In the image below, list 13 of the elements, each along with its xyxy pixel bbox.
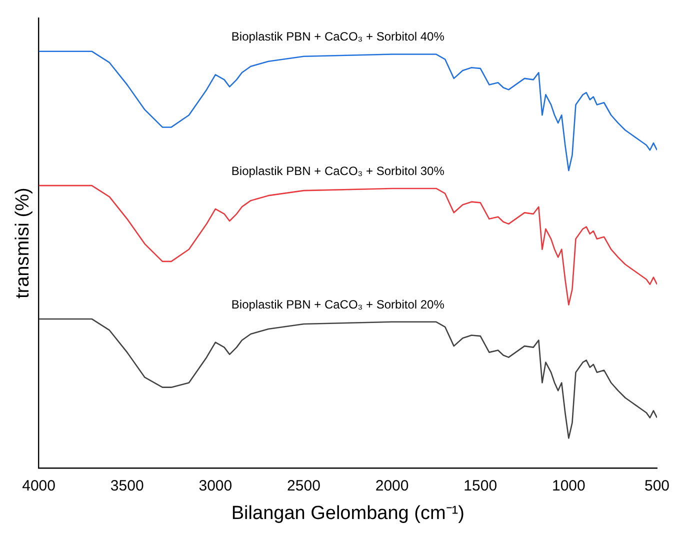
series-label: Bioplastik PBN + CaCO₃ + Sorbitol 30% — [231, 164, 445, 178]
x-tick-label: 4000 — [22, 477, 56, 494]
x-axis-title: Bilangan Gelombang (cm⁻¹) — [231, 502, 464, 524]
x-tick-label: 2000 — [375, 477, 409, 494]
series-label: Bioplastik PBN + CaCO₃ + Sorbitol 20% — [231, 297, 445, 312]
x-tick-label: 500 — [644, 477, 670, 494]
series-label: Bioplastik PBN + CaCO₃ + Sorbitol 40% — [231, 30, 445, 44]
x-tick-label: 3000 — [198, 477, 232, 494]
x-tick-label: 3500 — [110, 477, 144, 494]
x-tick-label: 1500 — [464, 477, 498, 494]
y-axis-title: transmisi (%) — [12, 188, 34, 299]
x-tick-label: 1000 — [552, 477, 586, 494]
x-tick-label: 2500 — [287, 477, 320, 494]
